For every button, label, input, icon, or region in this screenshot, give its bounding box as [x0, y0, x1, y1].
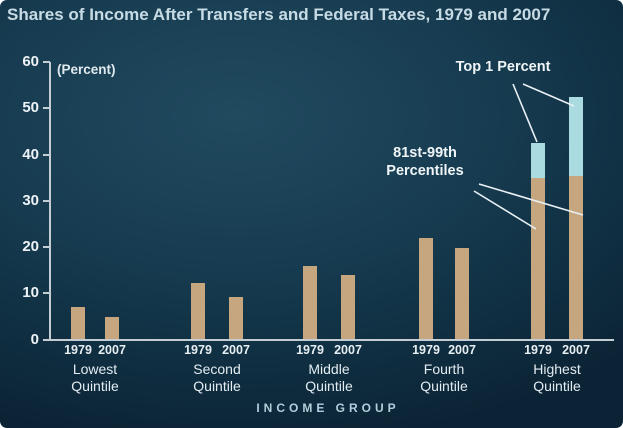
y-tick-mark-0 — [42, 338, 50, 341]
bar-2007-highest-quintile-81st-99th-segment — [569, 176, 583, 340]
bar-2007-highest-quintile-top-1-percent-segment — [569, 96, 583, 177]
year-label-1979-highest-quintile: 1979 — [524, 343, 552, 357]
y-tick-label-20: 20 — [22, 238, 39, 256]
group-label-line: Highest — [533, 361, 581, 377]
group-label-line: Quintile — [71, 378, 119, 394]
x-axis-title: INCOME GROUP — [256, 401, 400, 415]
bar-2007-lowest-quintile — [105, 316, 119, 340]
annotation-81st-99th-line2: Percentiles — [386, 162, 464, 179]
leader-top1-to-2007 — [522, 83, 575, 107]
bar-1979-highest-quintile-81st-99th-segment — [531, 177, 545, 340]
year-label-2007-highest-quintile: 2007 — [562, 343, 590, 357]
group-label-middle-quintile: Middle Quintile — [281, 361, 377, 395]
y-tick-label-50: 50 — [22, 99, 39, 117]
y-tick-mark-40 — [42, 153, 50, 156]
group-label-line: Lowest — [72, 361, 118, 377]
year-label-1979-middle-quintile: 1979 — [296, 343, 324, 357]
bar-1979-second-quintile — [191, 283, 205, 340]
y-tick-label-30: 30 — [22, 191, 39, 209]
x-axis-line — [49, 338, 614, 341]
y-axis-unit-label: (Percent) — [57, 62, 116, 77]
year-label-2007-fourth-quintile: 2007 — [448, 343, 476, 357]
year-label-2007-second-quintile: 2007 — [222, 343, 250, 357]
group-label-line: Second — [193, 361, 241, 377]
y-tick-label-60: 60 — [22, 53, 39, 71]
annotation-81st-99th-percentiles: 81st-99th Percentiles — [365, 145, 485, 180]
group-label-fourth-quintile: Fourth Quintile — [396, 361, 492, 395]
group-label-lowest-quintile: Lowest Quintile — [47, 361, 143, 395]
bar-2007-second-quintile — [229, 296, 243, 340]
leader-8199-to-1979 — [473, 190, 537, 230]
bar-1979-highest-quintile-top-1-percent-segment — [531, 143, 545, 178]
bar-2007-middle-quintile — [341, 275, 355, 340]
chart-title: Shares of Income After Transfers and Fed… — [7, 5, 551, 24]
group-label-line: Quintile — [533, 378, 581, 394]
group-label-line: Quintile — [420, 378, 468, 394]
bar-1979-fourth-quintile — [419, 238, 433, 340]
year-label-2007-middle-quintile: 2007 — [334, 343, 362, 357]
group-label-second-quintile: Second Quintile — [169, 361, 265, 395]
year-label-2007-lowest-quintile: 2007 — [98, 343, 126, 357]
y-tick-mark-60 — [42, 61, 50, 64]
y-tick-mark-20 — [42, 246, 50, 249]
y-tick-mark-50 — [42, 107, 50, 110]
group-label-line: Middle — [308, 361, 350, 377]
y-tick-mark-10 — [42, 292, 50, 295]
year-label-1979-second-quintile: 1979 — [184, 343, 212, 357]
y-tick-label-0: 0 — [30, 330, 39, 348]
y-tick-label-10: 10 — [22, 284, 39, 302]
bar-1979-middle-quintile — [303, 265, 317, 340]
leader-top1-to-1979 — [512, 83, 538, 143]
bar-1979-lowest-quintile — [71, 307, 85, 340]
y-tick-label-40: 40 — [22, 145, 39, 163]
group-label-line: Fourth — [423, 361, 465, 377]
group-label-line: Quintile — [193, 378, 241, 394]
annotation-81st-99th-line1: 81st-99th — [393, 145, 457, 161]
annotation-top-1-percent: Top 1 Percent — [455, 59, 551, 75]
year-label-1979-lowest-quintile: 1979 — [64, 343, 92, 357]
group-label-highest-quintile: Highest Quintile — [509, 361, 605, 395]
bar-2007-fourth-quintile — [455, 247, 469, 340]
y-tick-mark-30 — [42, 199, 50, 202]
group-label-line: Quintile — [305, 378, 353, 394]
year-label-1979-fourth-quintile: 1979 — [412, 343, 440, 357]
y-axis-line — [49, 62, 51, 340]
